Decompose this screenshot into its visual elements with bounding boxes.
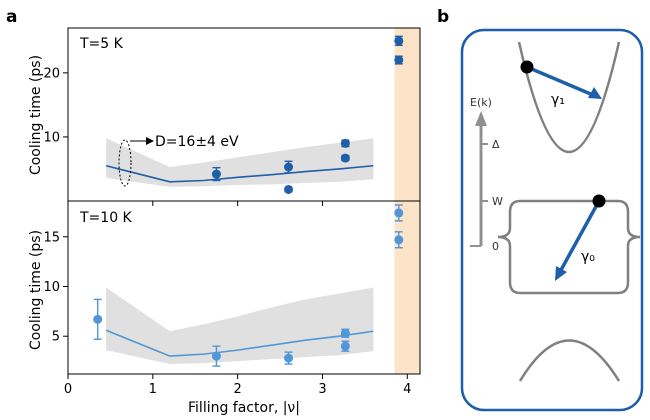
x-axis-label: Filling factor, |ν| (188, 400, 300, 416)
gamma1-arrow-line (526, 65, 594, 97)
lower-band-curve (518, 339, 621, 382)
model-line-top (105, 164, 374, 183)
y-tick-label: 10 (43, 280, 60, 295)
zero-label: 0 (492, 240, 499, 253)
point-marker (394, 235, 404, 245)
upper-electron-dot (520, 60, 534, 74)
y-tick-label: 5 (52, 330, 60, 345)
annotation-arrowhead (146, 137, 154, 145)
y-tick-label: 10 (43, 130, 60, 145)
x-tick-label: 3 (318, 382, 326, 397)
gamma0-arrow-line (559, 200, 601, 271)
energy-axis-arrowhead (475, 111, 487, 126)
delta-label: Δ (492, 138, 500, 151)
data-points-bottom (93, 204, 404, 367)
bottom-plot: 5 10 15 0 1 2 3 4 T=10 K Cooling time (ps) Fil… (28, 200, 421, 416)
bottom-panel-title: T=10 K (79, 210, 133, 226)
point-marker (211, 351, 221, 361)
uncertainty-band-top (106, 138, 374, 187)
data-point (284, 351, 294, 365)
energy-axis-label: E(k) (470, 96, 492, 109)
y-tick-label: 20 (43, 66, 60, 81)
gamma1-arrowhead (588, 87, 602, 99)
panel-a-label: a (6, 7, 17, 27)
data-point (394, 55, 404, 65)
bottom-x-ticks: 0 1 2 3 4 (64, 374, 411, 397)
point-marker (394, 36, 404, 46)
uncertainty-band-bottom (106, 287, 374, 365)
point-marker (284, 184, 294, 194)
data-point (394, 204, 404, 222)
bottom-plot-frame (67, 200, 421, 375)
diagram-frame (460, 28, 644, 412)
data-point (284, 160, 294, 174)
point-marker (284, 162, 294, 172)
panel-b-label: b (437, 7, 449, 27)
band-diagram: γ₁ E(k) Δ W 0 γ₀ (460, 28, 644, 412)
point-marker (340, 153, 350, 163)
data-point (394, 35, 404, 46)
data-point (340, 328, 350, 338)
point-marker (93, 314, 103, 324)
upper-band-curve (517, 41, 621, 153)
data-point (340, 138, 350, 148)
gamma0-label: γ₀ (581, 249, 595, 265)
gamma0-arrowhead (555, 266, 567, 281)
point-marker (211, 169, 221, 179)
bottom-y-ticks: 5 10 15 (43, 230, 68, 345)
flat-band-curve (497, 199, 641, 295)
gamma1-label: γ₁ (551, 92, 565, 108)
y-tick-label: 15 (43, 230, 60, 245)
data-point (340, 153, 350, 163)
highlight-region-top (394, 28, 420, 201)
data-point (211, 166, 221, 182)
flat-band-electron-dot (592, 194, 606, 208)
data-point (340, 340, 350, 352)
point-marker (394, 55, 404, 65)
top-y-axis-label: Cooling time (ps) (28, 55, 44, 175)
data-point (211, 345, 221, 367)
highlight-region-bottom (394, 201, 420, 374)
top-y-ticks: 10 20 (43, 66, 68, 145)
point-marker (340, 138, 350, 148)
top-x-ticks (67, 201, 408, 206)
point-marker (284, 353, 294, 363)
annotation-text: D=16±4 eV (155, 134, 239, 150)
point-marker (394, 208, 404, 218)
data-point (93, 298, 103, 340)
point-marker (340, 328, 350, 338)
point-marker (340, 341, 350, 351)
top-plot: 10 20 T=5 K D=16±4 eV Cooling time (ps) (28, 27, 421, 206)
data-point (284, 184, 294, 194)
annotation-ellipse (118, 139, 132, 187)
w-label: W (492, 195, 503, 208)
x-tick-label: 0 (64, 382, 72, 397)
x-tick-label: 2 (233, 382, 241, 397)
bottom-y-axis-label: Cooling time (ps) (28, 230, 44, 350)
top-panel-title: T=5 K (79, 36, 124, 52)
x-tick-label: 1 (149, 382, 157, 397)
data-point (394, 231, 404, 249)
data-points-top (211, 35, 404, 194)
x-tick-label: 4 (403, 382, 411, 397)
model-line-bottom (105, 329, 374, 357)
